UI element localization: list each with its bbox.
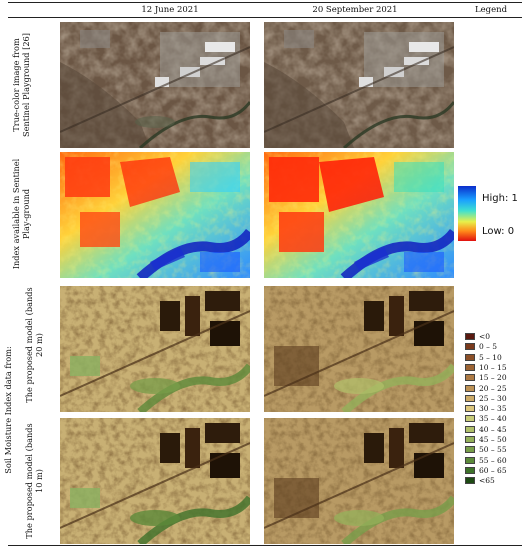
model10-image-september (264, 418, 454, 544)
legend-swatch (465, 466, 475, 474)
legend-item: 35 – 40 (465, 414, 507, 423)
truecolor-image-september (264, 22, 454, 148)
legend-item: <65 (465, 476, 495, 485)
legend-swatch (465, 446, 475, 454)
legend-swatch (465, 333, 475, 340)
legend-item: 50 – 55 (465, 445, 507, 454)
legend-item: 55 – 60 (465, 456, 507, 465)
column-header-june: 12 June 2021 (141, 5, 199, 15)
legend-swatch (465, 374, 475, 382)
legend-label: 35 – 40 (479, 414, 507, 424)
legend-label: 0 – 5 (479, 342, 498, 352)
legend-label: <65 (479, 476, 495, 486)
legend-item: 0 – 5 (465, 342, 497, 351)
legend-item: 20 – 25 (465, 384, 507, 393)
row-label-index: Index available in Sentinel Play-ground (11, 158, 31, 270)
legend-label: 55 – 60 (479, 455, 507, 465)
legend-item: 25 – 30 (465, 394, 507, 403)
legend-swatch (465, 477, 475, 485)
top-rule (8, 2, 522, 3)
legend-swatch (465, 415, 475, 423)
legend-swatch (465, 405, 475, 413)
legend-swatch (465, 456, 475, 464)
legend-swatch (465, 425, 475, 433)
legend-item: 10 – 15 (465, 363, 507, 372)
model20-image-september (264, 286, 454, 412)
legend-swatch (465, 384, 475, 392)
legend-label: 50 – 55 (479, 445, 507, 455)
legend-item: 30 – 35 (465, 404, 507, 413)
column-header-september: 20 September 2021 (312, 5, 398, 15)
legend-label: 5 – 10 (479, 352, 502, 362)
legend-item: <0 (465, 332, 490, 341)
row-label-model10: The proposed model (bands 10 m) (24, 423, 44, 539)
index-colorbar (458, 186, 476, 241)
row-label-model20: The proposed model (bands 20 m) (24, 287, 44, 403)
column-header-legend: Legend (474, 5, 508, 15)
legend-label: 15 – 20 (479, 373, 507, 383)
legend-label: 45 – 50 (479, 435, 507, 444)
legend-swatch (465, 343, 475, 351)
legend-item: 15 – 20 (465, 373, 507, 382)
index-image-june (60, 152, 250, 278)
legend-item: 5 – 10 (465, 353, 502, 362)
legend-swatch (465, 363, 475, 371)
bottom-rule (8, 545, 522, 546)
row-label-truecolor: True-color image from Sentinel Playgroun… (11, 33, 31, 137)
model10-image-june (60, 418, 250, 544)
header-rule (8, 17, 522, 18)
legend-label: 40 – 45 (479, 424, 507, 434)
legend-item: 45 – 50 (465, 435, 507, 444)
legend-swatch (465, 353, 475, 361)
index-image-september (264, 152, 454, 278)
legend-label: 25 – 30 (479, 393, 507, 403)
colorbar-high-label: High: 1 (482, 193, 518, 204)
colorbar-low-label: Low: 0 (482, 226, 515, 237)
legend-label: 10 – 15 (479, 362, 507, 372)
legend-label: 60 – 65 (479, 465, 507, 475)
truecolor-image-june (60, 22, 250, 148)
legend-label: 20 – 25 (479, 383, 507, 393)
legend-swatch (465, 436, 475, 443)
model20-image-june (60, 286, 250, 412)
legend-label: 30 – 35 (479, 404, 507, 414)
row-label-smi-group: Soil Moisture Index data from: (3, 346, 13, 474)
legend-item: 60 – 65 (465, 466, 507, 475)
legend-item: 40 – 45 (465, 425, 507, 434)
legend-label: <0 (479, 332, 491, 341)
legend-swatch (465, 394, 475, 402)
